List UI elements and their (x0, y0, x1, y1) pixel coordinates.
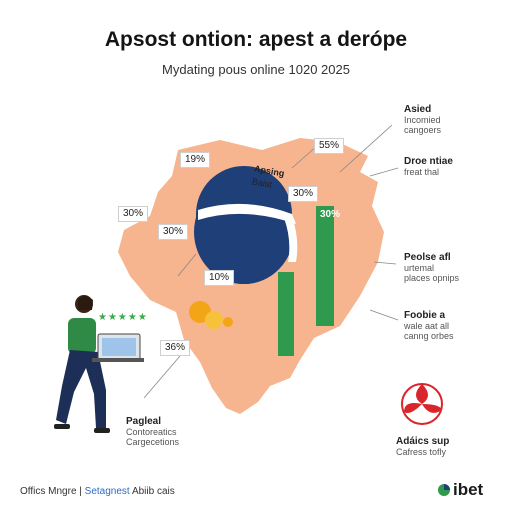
annotation-text: urtemal (404, 263, 435, 273)
annotation-top-right: Asied Incomied cangoers (404, 104, 441, 136)
globe-icon (194, 166, 298, 284)
percent-label: 30% (158, 224, 189, 240)
annotation-title: Pagleal (126, 416, 162, 427)
percent-label: 30% (320, 209, 341, 220)
footer-text: Offics Mngre | (20, 486, 82, 497)
annotation-text: Cafress tofly (396, 447, 447, 457)
annotation-title: Adáics sup (396, 436, 450, 447)
beach-ball-icon (401, 383, 443, 425)
percent-label: 55% (314, 138, 345, 154)
annotation-title: Asied (404, 104, 432, 115)
footer-link[interactable]: Setagnest (84, 486, 130, 497)
annotation-right-4: Foobie a wale aat all canng orbes (404, 310, 454, 342)
annotation-bottom-left: Pagleal Contoreatics Cargecetions (126, 416, 179, 448)
coins-icon (189, 301, 233, 329)
footer-text: Abiib cais (131, 486, 175, 497)
page-subtitle: Mydating pous online 1020 2025 (162, 62, 350, 77)
brand-name: ibet (453, 480, 484, 499)
annotation-text: Contoreatics (126, 427, 177, 437)
annotation-text: Incomied (404, 115, 441, 125)
green-bar-short (278, 272, 294, 356)
percent-label: 10% (204, 270, 235, 286)
percent-label: 30% (288, 186, 319, 202)
page-title: Apsost ontion: apest a derópe (104, 28, 408, 51)
percent-label: 36% (160, 340, 191, 356)
annotation-right-2: Droe ntiae freat thal (404, 156, 453, 177)
annotation-title: Droe ntiae (404, 156, 453, 167)
annotation-text: wale aat all (404, 321, 450, 331)
rating-stars: ★★★★★ (98, 312, 148, 323)
brand-mark-icon (438, 484, 450, 496)
green-bar-tall (316, 206, 334, 326)
annotation-text: cangoers (404, 125, 442, 136)
annotation-title: Foobie a (404, 310, 446, 321)
annotation-bottom-right: Adáics sup Cafress tofly (396, 436, 449, 457)
brand-logo: ibet (437, 480, 483, 500)
percent-label: 19% (180, 152, 211, 168)
percent-label: 30% (118, 206, 149, 222)
annotation-right-3: Peolse afl urtemal places opnips (404, 252, 459, 284)
annotation-text: freat thal (404, 167, 440, 177)
annotation-title: Peolse afl (404, 252, 451, 263)
leader-lines (143, 124, 399, 399)
footer-credits: Offics Mngre | Setagnest Abiib cais (20, 486, 175, 497)
annotation-text: Cargecetions (126, 437, 180, 448)
annotation-text: canng orbes (404, 331, 454, 342)
person-with-laptop-illustration (54, 295, 144, 433)
annotation-text: places opnips (404, 273, 460, 284)
